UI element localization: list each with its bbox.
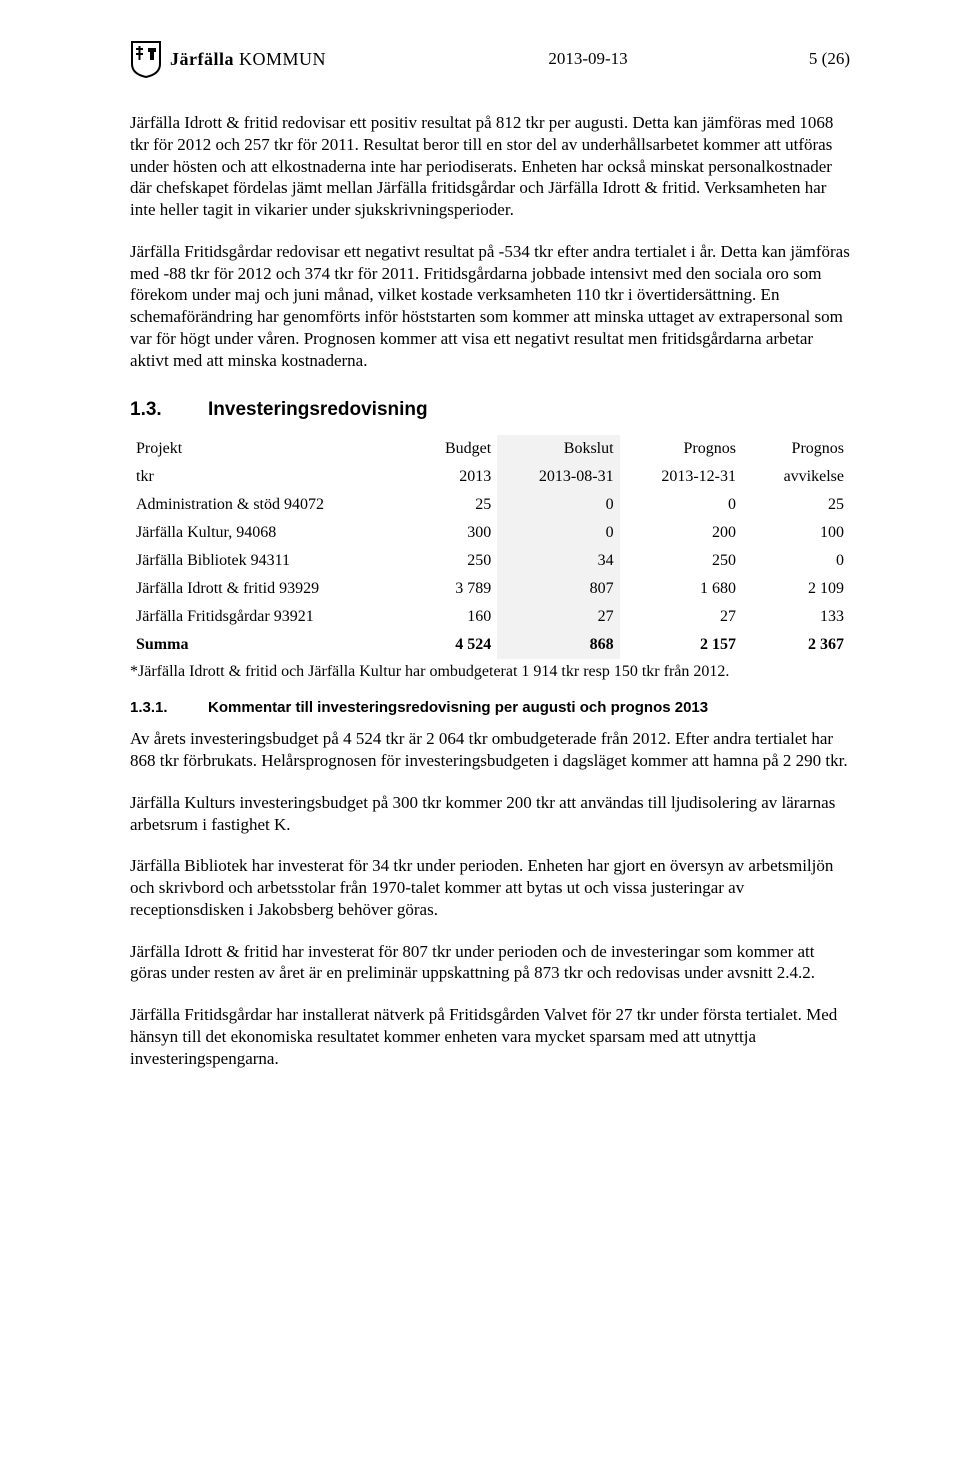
- document-page: Järfälla KOMMUN 2013-09-13 5 (26) Järfäl…: [0, 0, 960, 1129]
- table-cell: 2 157: [620, 631, 742, 659]
- org-logo: Järfälla KOMMUN: [130, 40, 326, 78]
- table-row: Administration & stöd 94072 25 0 0 25: [130, 491, 850, 519]
- section-title: Investeringsredovisning: [208, 399, 428, 420]
- header-date: 2013-09-13: [326, 49, 770, 69]
- table-cell: 133: [742, 603, 850, 631]
- table-cell: Järfälla Idrott & fritid 93929: [130, 575, 404, 603]
- paragraph: Järfälla Fritidsgårdar har installerat n…: [130, 1004, 850, 1069]
- table-header: Prognos: [620, 435, 742, 463]
- section-number: 1.3.: [130, 399, 208, 421]
- table-sum-row: Summa 4 524 868 2 157 2 367: [130, 631, 850, 659]
- table-cell: 27: [497, 603, 619, 631]
- table-cell: 4 524: [404, 631, 498, 659]
- table-header: avvikelse: [742, 463, 850, 491]
- table-cell: 1 680: [620, 575, 742, 603]
- paragraph: Järfälla Kulturs investeringsbudget på 3…: [130, 792, 850, 836]
- header-page-number: 5 (26): [770, 49, 850, 69]
- table-row: Järfälla Fritidsgårdar 93921 160 27 27 1…: [130, 603, 850, 631]
- paragraph: Järfälla Idrott & fritid har investerat …: [130, 941, 850, 985]
- table-cell: 25: [742, 491, 850, 519]
- table-cell: 27: [620, 603, 742, 631]
- table-cell: 3 789: [404, 575, 498, 603]
- table-cell: Järfälla Fritidsgårdar 93921: [130, 603, 404, 631]
- table-cell: 250: [620, 547, 742, 575]
- table-cell: Järfälla Bibliotek 94311: [130, 547, 404, 575]
- table-cell: 300: [404, 519, 498, 547]
- subsection-heading: 1.3.1.Kommentar till investeringsredovis…: [130, 699, 850, 716]
- table-cell: 0: [742, 547, 850, 575]
- table-header: 2013-08-31: [497, 463, 619, 491]
- table-cell: Administration & stöd 94072: [130, 491, 404, 519]
- table-cell: 868: [497, 631, 619, 659]
- table-header: Bokslut: [497, 435, 619, 463]
- paragraph: Järfälla Fritidsgårdar redovisar ett neg…: [130, 241, 850, 372]
- paragraph: Järfälla Bibliotek har investerat för 34…: [130, 855, 850, 920]
- table-cell: 160: [404, 603, 498, 631]
- shield-icon: [130, 40, 162, 78]
- table-row: Järfälla Bibliotek 94311 250 34 250 0: [130, 547, 850, 575]
- table-header: Prognos: [742, 435, 850, 463]
- table-cell: 2 367: [742, 631, 850, 659]
- table-header: 2013: [404, 463, 498, 491]
- table-cell: Summa: [130, 631, 404, 659]
- table-cell: 34: [497, 547, 619, 575]
- page-header: Järfälla KOMMUN 2013-09-13 5 (26): [130, 40, 850, 78]
- paragraph: Av årets investeringsbudget på 4 524 tkr…: [130, 728, 850, 772]
- investment-table: Projekt Budget Bokslut Prognos Prognos t…: [130, 435, 850, 659]
- org-name: Järfälla KOMMUN: [170, 49, 326, 70]
- table-cell: 200: [620, 519, 742, 547]
- table-cell: 2 109: [742, 575, 850, 603]
- table-row: Järfälla Kultur, 94068 300 0 200 100: [130, 519, 850, 547]
- table-cell: 250: [404, 547, 498, 575]
- subsection-title: Kommentar till investeringsredovisning p…: [208, 699, 708, 716]
- subsection-number: 1.3.1.: [130, 699, 208, 716]
- table-header: Projekt: [130, 435, 404, 463]
- table-cell: 0: [497, 491, 619, 519]
- table-cell: 0: [497, 519, 619, 547]
- table-cell: Järfälla Kultur, 94068: [130, 519, 404, 547]
- table-cell: 807: [497, 575, 619, 603]
- table-cell: 0: [620, 491, 742, 519]
- table-header: tkr: [130, 463, 404, 491]
- table-cell: 100: [742, 519, 850, 547]
- table-row: Järfälla Idrott & fritid 93929 3 789 807…: [130, 575, 850, 603]
- table-cell: 25: [404, 491, 498, 519]
- table-footnote: *Järfälla Idrott & fritid och Järfälla K…: [130, 663, 850, 681]
- section-heading: 1.3.Investeringsredovisning: [130, 399, 850, 421]
- paragraph: Järfälla Idrott & fritid redovisar ett p…: [130, 112, 850, 221]
- table-header: 2013-12-31: [620, 463, 742, 491]
- table-header: Budget: [404, 435, 498, 463]
